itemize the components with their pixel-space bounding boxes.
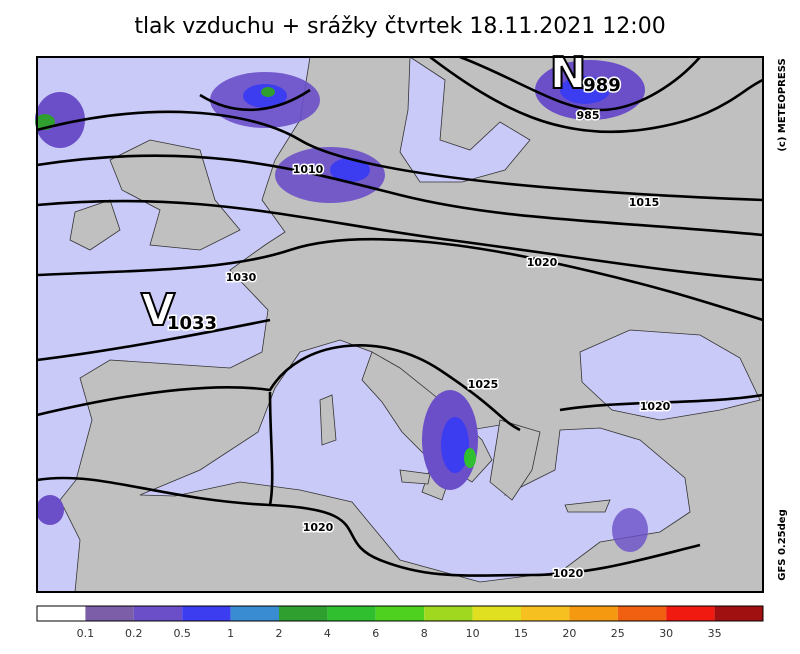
legend-label: 20 — [562, 627, 576, 640]
legend-label: 0.5 — [173, 627, 191, 640]
precipitation — [35, 60, 648, 552]
legend-label: 35 — [708, 627, 722, 640]
legend-swatch — [666, 606, 715, 621]
legend-frame — [36, 605, 764, 622]
isobar-label: 1020 — [303, 521, 334, 534]
legend-swatch — [375, 606, 425, 621]
isobar-label: 1025 — [468, 378, 499, 391]
legend-swatch — [37, 606, 86, 621]
isobar-label: 1010 — [293, 163, 324, 176]
legend-label: 1 — [227, 627, 234, 640]
isobar-label: 1030 — [226, 271, 257, 284]
legend-swatch — [85, 606, 134, 621]
center-letter: V — [141, 285, 175, 336]
isobar-label: 1020 — [640, 400, 671, 413]
legend-label: 0.2 — [125, 627, 143, 640]
legend-label: 0.1 — [77, 627, 95, 640]
legend-swatch — [714, 606, 763, 621]
map-area: 985 1010 1015 1020 1030 1025 1020 1020 1020 N 98… — [35, 47, 764, 593]
legend-swatch — [182, 606, 231, 621]
legend-label: 15 — [514, 627, 528, 640]
legend-label: 30 — [659, 627, 673, 640]
legend-label: 6 — [372, 627, 379, 640]
model-name: GFS 0.25deg — [777, 509, 788, 581]
legend-swatch — [133, 606, 183, 621]
legend-label: 8 — [421, 627, 428, 640]
legend-swatch — [521, 606, 570, 621]
legend-swatch — [472, 606, 521, 621]
map-title: tlak vzduchu + srážky čtvrtek 18.11.2021… — [134, 14, 665, 39]
center-letter: N — [550, 48, 587, 99]
legend-label: 2 — [276, 627, 283, 640]
isobar-label: 1015 — [629, 196, 660, 209]
legend-swatch — [327, 606, 376, 621]
map-frame — [36, 56, 764, 593]
isobar-label: 985 — [577, 109, 600, 122]
center-value: 989 — [583, 75, 621, 96]
legend: 0.1 0.2 0.5 1 2 4 6 8 10 15 20 25 30 35 — [36, 605, 764, 640]
credit: (c) METEOPRESS — [777, 58, 788, 151]
isobar-label: 1020 — [553, 567, 584, 580]
center-value: 1033 — [167, 313, 217, 334]
legend-swatch — [569, 606, 618, 621]
isobar-labels: 985 1010 1015 1020 1030 1025 1020 1020 1020 — [224, 108, 672, 582]
legend-label: 4 — [324, 627, 331, 640]
legend-label: 10 — [466, 627, 480, 640]
legend-label: 25 — [611, 627, 625, 640]
legend-swatch — [279, 606, 328, 621]
isobar-label: 1020 — [527, 256, 558, 269]
legend-swatch — [424, 606, 473, 621]
legend-swatch — [230, 606, 279, 621]
isobars — [36, 55, 764, 577]
legend-swatch — [617, 606, 667, 621]
seas — [36, 56, 761, 593]
pressure-center-high: V 1033 — [140, 284, 219, 337]
